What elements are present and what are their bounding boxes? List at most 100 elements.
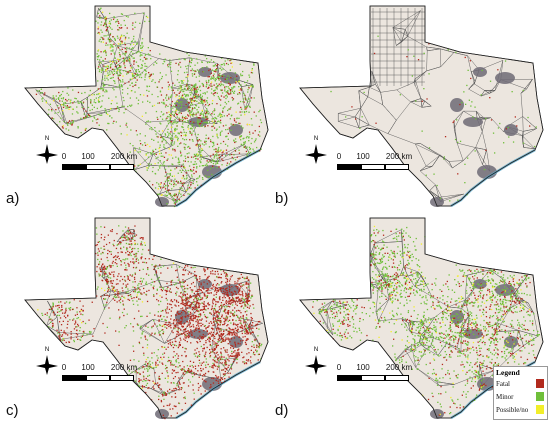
crash-point <box>100 258 102 260</box>
crash-point <box>181 101 183 103</box>
crash-point <box>140 241 143 243</box>
crash-point <box>231 90 234 92</box>
crash-point <box>222 110 224 112</box>
crash-point <box>84 128 86 130</box>
crash-point <box>225 273 228 275</box>
crash-point <box>216 345 218 347</box>
crash-point <box>177 101 180 104</box>
crash-point <box>243 298 245 300</box>
crash-point <box>124 82 126 84</box>
crash-point <box>212 365 214 367</box>
crash-point <box>135 267 137 269</box>
crash-point <box>147 163 150 165</box>
crash-point <box>237 277 239 280</box>
crash-point <box>421 355 423 358</box>
crash-point <box>43 94 45 96</box>
crash-point <box>192 267 194 269</box>
crash-point <box>173 390 175 392</box>
crash-point <box>169 103 171 105</box>
crash-point <box>122 79 124 81</box>
crash-point <box>170 61 172 63</box>
crash-point <box>213 76 215 78</box>
crash-point <box>168 165 170 168</box>
crash-point <box>406 318 408 321</box>
crash-point <box>213 363 215 365</box>
crash-point <box>200 284 202 286</box>
crash-point <box>187 297 189 299</box>
crash-point <box>383 266 385 268</box>
crash-point <box>211 350 214 353</box>
crash-point <box>131 55 133 58</box>
crash-point <box>187 369 189 371</box>
crash-point <box>525 276 527 279</box>
crash-point <box>65 128 67 130</box>
crash-point <box>189 91 191 94</box>
crash-point <box>213 148 215 151</box>
crash-point <box>170 126 172 128</box>
crash-point <box>129 251 131 254</box>
crash-point <box>143 292 145 294</box>
crash-point <box>78 102 80 104</box>
crash-point <box>83 116 86 119</box>
crash-point <box>242 295 244 297</box>
crash-point <box>187 110 189 113</box>
crash-point <box>167 180 169 182</box>
crash-point <box>108 295 110 297</box>
crash-point <box>165 104 167 106</box>
crash-point <box>233 331 235 333</box>
crash-point <box>160 310 162 312</box>
crash-point <box>201 165 203 167</box>
crash-point <box>219 104 222 106</box>
crash-point <box>174 396 176 398</box>
crash-point <box>218 306 220 308</box>
crash-point <box>171 139 173 142</box>
crash-point <box>147 375 149 377</box>
crash-point <box>77 338 79 340</box>
crash-point <box>139 58 142 61</box>
crash-point <box>189 320 191 322</box>
crash-point <box>135 255 137 257</box>
crash-point <box>439 333 441 335</box>
crash-point <box>132 52 134 55</box>
crash-point <box>232 355 234 357</box>
crash-point <box>253 141 256 143</box>
crash-point <box>216 150 218 152</box>
crash-point <box>158 102 161 104</box>
crash-point <box>191 319 193 321</box>
crash-point <box>187 65 189 67</box>
crash-point <box>107 34 109 36</box>
crash-point <box>142 366 144 368</box>
crash-point <box>71 113 74 115</box>
crash-point <box>185 311 187 313</box>
crash-point <box>205 110 207 112</box>
crash-point <box>217 328 219 330</box>
crash-point <box>108 22 110 24</box>
crash-point <box>238 92 241 94</box>
crash-point <box>461 318 463 321</box>
crash-point <box>185 138 188 141</box>
crash-point <box>120 66 122 69</box>
crash-point <box>116 289 118 291</box>
crash-point <box>158 193 160 195</box>
crash-point <box>465 333 468 335</box>
crash-point <box>170 121 172 123</box>
crash-point <box>139 373 141 375</box>
crash-point <box>173 141 176 143</box>
crash-point <box>200 325 202 327</box>
crash-point <box>165 118 167 120</box>
crash-point <box>183 289 185 291</box>
crash-point <box>217 310 219 313</box>
crash-point <box>234 350 236 352</box>
crash-point <box>103 304 105 306</box>
crash-point <box>216 316 218 318</box>
crash-point <box>185 355 187 357</box>
crash-point <box>187 368 190 370</box>
crash-point <box>172 199 174 201</box>
crash-point <box>450 298 453 300</box>
crash-point <box>190 369 192 371</box>
crash-point <box>453 335 455 337</box>
crash-point <box>72 122 74 124</box>
crash-point <box>112 274 115 276</box>
crash-point <box>134 12 136 14</box>
crash-point <box>151 327 153 329</box>
